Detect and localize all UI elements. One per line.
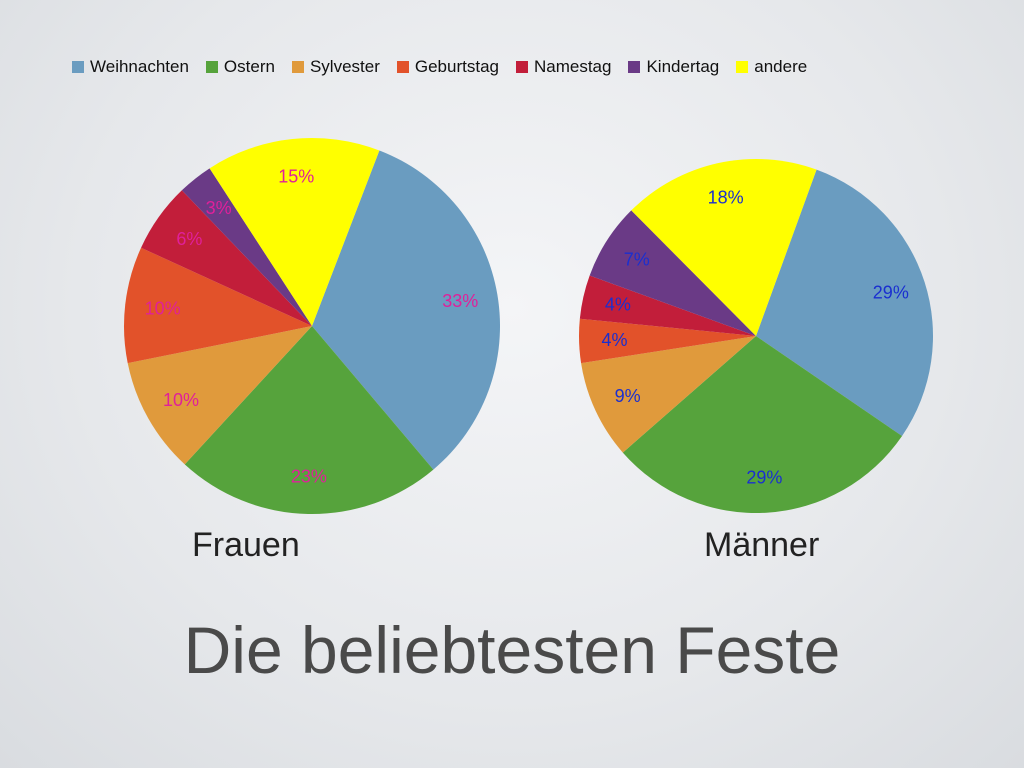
data-label: 3%: [206, 198, 232, 218]
legend-swatch: [736, 61, 749, 73]
legend-label: Weihnachten: [90, 57, 189, 76]
data-label: 10%: [163, 390, 199, 410]
legend-item: Namestag: [515, 57, 612, 77]
legend-item: Sylvester: [291, 57, 380, 77]
chart-title-frauen: Frauen: [192, 526, 300, 564]
data-label: 7%: [624, 250, 650, 270]
legend-item: Ostern: [205, 57, 275, 77]
legend-label: Ostern: [223, 57, 275, 76]
pie-slice-namestag: [141, 190, 312, 326]
pie-slice-ostern: [622, 336, 903, 514]
pie-slice-sylvester: [581, 336, 756, 453]
chart-title-maenner: Männer: [704, 526, 820, 564]
pie-slice-kindertag: [181, 168, 312, 326]
legend-label: Kindertag: [646, 57, 720, 76]
data-label: 9%: [615, 386, 641, 406]
legend-item: Weihnachten: [72, 57, 189, 77]
pie-slice-geburtstag: [124, 247, 312, 364]
legend-swatch: [628, 61, 641, 73]
pie-slice-kindertag: [589, 210, 756, 336]
pie-chart-maenner: 29% 29% 9% 4% 4% 7% 18%: [578, 159, 934, 514]
data-label: 10%: [145, 299, 181, 319]
pie-slice-geburtstag: [578, 318, 756, 364]
pie-slice-weihnachten: [312, 150, 500, 470]
legend-label: Geburtstag: [414, 57, 499, 76]
pie-slice-andere: [631, 159, 817, 336]
pie-slice-ostern: [184, 326, 434, 514]
pie-slice-andere: [209, 138, 380, 326]
data-label: 4%: [601, 330, 627, 350]
legend-item: Geburtstag: [396, 57, 499, 77]
data-label: 29%: [746, 467, 782, 487]
pie-slice-weihnachten: [756, 169, 934, 436]
data-label: 15%: [278, 166, 314, 186]
data-label: 29%: [873, 283, 909, 303]
pie-slice-sylvester: [127, 326, 313, 465]
data-label: 33%: [442, 291, 478, 311]
legend-swatch: [515, 61, 528, 73]
data-label: 6%: [176, 229, 202, 249]
legend-item: Kindertag: [628, 57, 719, 77]
data-label: 23%: [291, 466, 327, 486]
legend-swatch: [291, 61, 304, 73]
legend-label: andere: [754, 57, 808, 76]
data-label: 18%: [708, 188, 744, 208]
legend-item: andere: [736, 57, 807, 77]
pie-slice-namestag: [579, 275, 756, 336]
data-label: 4%: [605, 295, 631, 315]
legend-label: Sylvester: [309, 57, 380, 76]
legend-label: Namestag: [533, 57, 612, 76]
legend-swatch: [72, 61, 84, 73]
page-title: Die beliebtesten Feste: [183, 613, 841, 687]
legend-swatch: [396, 61, 409, 73]
legend-swatch: [205, 61, 218, 73]
chart-legend: Weihnachten Ostern Sylvester Geburtstag Name…: [72, 56, 952, 78]
pie-chart-frauen: 33% 23% 10% 10% 6%3% 15%: [124, 138, 500, 514]
